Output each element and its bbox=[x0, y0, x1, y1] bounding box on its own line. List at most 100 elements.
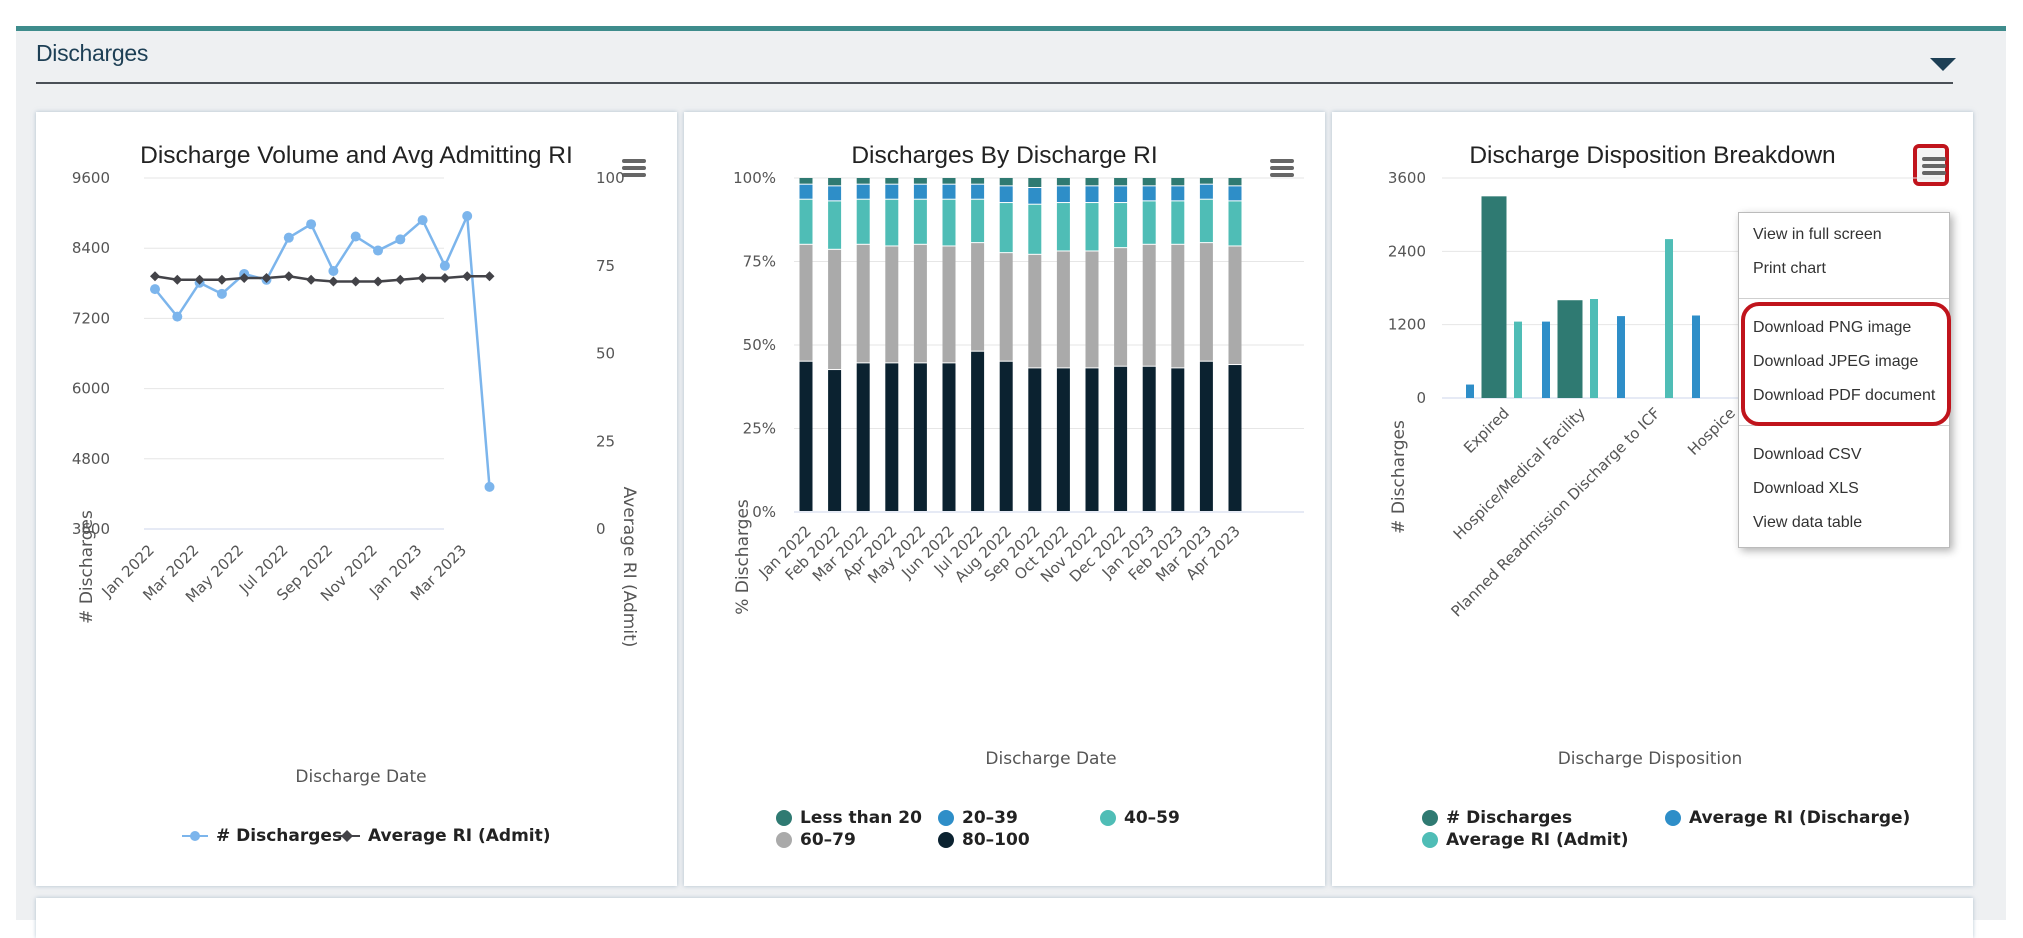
menu-download-png[interactable]: Download PNG image bbox=[1753, 319, 1911, 337]
bar-segment[interactable] bbox=[1143, 186, 1156, 200]
bar[interactable] bbox=[1617, 316, 1625, 398]
bar-segment[interactable] bbox=[943, 363, 956, 511]
bar-segment[interactable] bbox=[1143, 178, 1156, 185]
collapse-triangle-icon[interactable] bbox=[1926, 50, 1960, 74]
data-point[interactable] bbox=[485, 271, 495, 281]
menu-download-jpeg[interactable]: Download JPEG image bbox=[1753, 353, 1918, 371]
bar-segment[interactable] bbox=[1200, 178, 1213, 184]
bar-segment[interactable] bbox=[1028, 255, 1041, 368]
bar-segment[interactable] bbox=[1229, 246, 1242, 364]
bar-segment[interactable] bbox=[914, 185, 927, 199]
data-point[interactable] bbox=[418, 215, 428, 225]
bar-segment[interactable] bbox=[1171, 201, 1184, 243]
bar-segment[interactable] bbox=[914, 178, 927, 184]
bar-segment[interactable] bbox=[828, 370, 841, 511]
data-point[interactable] bbox=[328, 266, 338, 276]
bar-segment[interactable] bbox=[885, 363, 898, 511]
menu-download-xls[interactable]: Download XLS bbox=[1753, 480, 1859, 498]
bar-segment[interactable] bbox=[943, 178, 956, 184]
menu-download-csv[interactable]: Download CSV bbox=[1753, 446, 1862, 464]
menu-print-chart[interactable]: Print chart bbox=[1753, 260, 1826, 278]
data-point[interactable] bbox=[418, 273, 428, 283]
bar-segment[interactable] bbox=[971, 243, 984, 351]
bar-segment[interactable] bbox=[828, 186, 841, 200]
data-point[interactable] bbox=[373, 246, 383, 256]
bar-segment[interactable] bbox=[1171, 368, 1184, 511]
bar-segment[interactable] bbox=[1057, 251, 1070, 367]
bar[interactable] bbox=[1482, 196, 1507, 398]
bar[interactable] bbox=[1590, 299, 1598, 398]
data-point[interactable] bbox=[462, 211, 472, 221]
bar-segment[interactable] bbox=[885, 200, 898, 246]
bar-segment[interactable] bbox=[1200, 362, 1213, 511]
bar[interactable] bbox=[1466, 385, 1474, 398]
data-point[interactable] bbox=[306, 219, 316, 229]
bar-segment[interactable] bbox=[943, 246, 956, 362]
bar-segment[interactable] bbox=[1057, 178, 1070, 185]
bar-segment[interactable] bbox=[1028, 368, 1041, 511]
bar-segment[interactable] bbox=[1229, 186, 1242, 200]
bar-segment[interactable] bbox=[914, 245, 927, 363]
bar-segment[interactable] bbox=[971, 178, 984, 184]
bar-segment[interactable] bbox=[1143, 201, 1156, 243]
data-point[interactable] bbox=[150, 284, 160, 294]
bar-segment[interactable] bbox=[800, 185, 813, 199]
bar-segment[interactable] bbox=[857, 185, 870, 199]
legend-item-80-100[interactable]: 80–100 bbox=[938, 830, 1030, 850]
bar-segment[interactable] bbox=[1114, 203, 1127, 247]
bar-segment[interactable] bbox=[971, 352, 984, 511]
bar-segment[interactable] bbox=[1057, 203, 1070, 250]
bar-segment[interactable] bbox=[943, 185, 956, 199]
bar-segment[interactable] bbox=[1086, 186, 1099, 202]
bar-segment[interactable] bbox=[857, 200, 870, 244]
bar-segment[interactable] bbox=[828, 178, 841, 185]
legend-item-40-59[interactable]: 40–59 bbox=[1100, 808, 1180, 828]
bar-segment[interactable] bbox=[1229, 178, 1242, 185]
legend-item-60-79[interactable]: 60–79 bbox=[776, 830, 856, 850]
data-point[interactable] bbox=[395, 275, 405, 285]
data-point[interactable] bbox=[150, 271, 160, 281]
bar-segment[interactable] bbox=[1200, 200, 1213, 242]
bar-segment[interactable] bbox=[1057, 186, 1070, 202]
bar-segment[interactable] bbox=[1000, 203, 1013, 252]
bar[interactable] bbox=[1542, 322, 1550, 398]
legend-item-average-ri-discharge[interactable]: Average RI (Discharge) bbox=[1665, 808, 1910, 828]
bar-segment[interactable] bbox=[1000, 186, 1013, 202]
legend-item-average-ri-admit[interactable]: Average RI (Admit) bbox=[1422, 830, 1629, 850]
bar-segment[interactable] bbox=[1086, 203, 1099, 250]
data-point[interactable] bbox=[440, 261, 450, 271]
bar[interactable] bbox=[1514, 322, 1522, 398]
bar[interactable] bbox=[1665, 239, 1673, 398]
bar-segment[interactable] bbox=[1086, 251, 1099, 367]
bar-segment[interactable] bbox=[1028, 205, 1041, 254]
bar-segment[interactable] bbox=[971, 200, 984, 242]
bar-segment[interactable] bbox=[1000, 253, 1013, 361]
bar-segment[interactable] bbox=[1086, 368, 1099, 511]
bar-segment[interactable] bbox=[1114, 186, 1127, 202]
legend-item-20-39[interactable]: 20–39 bbox=[938, 808, 1018, 828]
bar-segment[interactable] bbox=[1057, 368, 1070, 511]
bar-segment[interactable] bbox=[828, 201, 841, 248]
data-point[interactable] bbox=[217, 289, 227, 299]
data-point[interactable] bbox=[172, 312, 182, 322]
bar-segment[interactable] bbox=[1171, 186, 1184, 200]
menu-view-data-table[interactable]: View data table bbox=[1753, 514, 1862, 532]
bar-segment[interactable] bbox=[1229, 201, 1242, 245]
data-point[interactable] bbox=[351, 277, 361, 287]
bar-segment[interactable] bbox=[1028, 188, 1041, 204]
bar-segment[interactable] bbox=[800, 200, 813, 244]
legend-item-discharges[interactable]: # Discharges bbox=[1422, 808, 1572, 828]
bar-segment[interactable] bbox=[885, 178, 898, 184]
bar-segment[interactable] bbox=[885, 185, 898, 199]
bar-segment[interactable] bbox=[1114, 367, 1127, 511]
legend-item-average-ri-admit[interactable]: Average RI (Admit) bbox=[334, 826, 551, 846]
bar-segment[interactable] bbox=[828, 250, 841, 369]
legend-item-less-than-20[interactable]: Less than 20 bbox=[776, 808, 922, 828]
data-point[interactable] bbox=[172, 275, 182, 285]
bar-segment[interactable] bbox=[1086, 178, 1099, 185]
bar-segment[interactable] bbox=[1143, 245, 1156, 366]
bar-segment[interactable] bbox=[857, 245, 870, 363]
bar-segment[interactable] bbox=[800, 178, 813, 184]
legend-item-discharges[interactable]: # Discharges bbox=[182, 826, 342, 846]
bar-segment[interactable] bbox=[914, 200, 927, 244]
